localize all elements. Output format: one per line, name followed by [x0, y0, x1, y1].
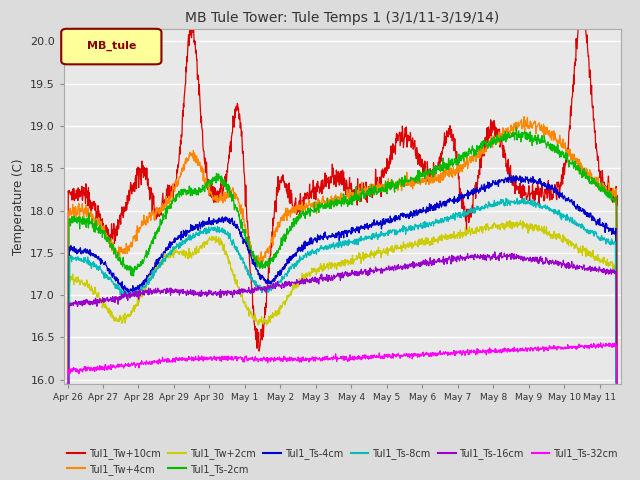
Tul1_Tw+2cm — [516, 217, 524, 223]
Tul1_Ts-16cm — [491, 249, 499, 255]
Tul1_Tw+4cm — [318, 197, 326, 203]
Tul1_Ts-32cm — [297, 355, 305, 361]
Tul1_Ts-32cm — [64, 381, 72, 387]
Tul1_Tw+10cm — [613, 381, 621, 387]
Line: Tul1_Ts-2cm: Tul1_Ts-2cm — [68, 127, 617, 384]
Tul1_Tw+2cm — [106, 310, 114, 316]
Tul1_Tw+10cm — [319, 180, 326, 186]
Tul1_Ts-4cm — [308, 241, 316, 247]
Tul1_Tw+10cm — [106, 236, 114, 242]
Tul1_Tw+2cm — [376, 249, 384, 255]
Tul1_Ts-2cm — [308, 208, 316, 214]
Line: Tul1_Ts-4cm: Tul1_Ts-4cm — [68, 174, 617, 384]
Tul1_Tw+10cm — [298, 204, 305, 209]
Tul1_Tw+2cm — [64, 381, 72, 387]
Tul1_Ts-2cm — [376, 189, 384, 194]
Text: MB_tule: MB_tule — [86, 41, 136, 51]
Tul1_Ts-32cm — [318, 358, 326, 364]
Title: MB Tule Tower: Tule Temps 1 (3/1/11-3/19/14): MB Tule Tower: Tule Temps 1 (3/1/11-3/19… — [185, 11, 500, 25]
Tul1_Ts-4cm — [297, 245, 305, 251]
Tul1_Ts-16cm — [308, 277, 316, 283]
Tul1_Tw+4cm — [376, 183, 384, 189]
Tul1_Ts-2cm — [318, 201, 326, 206]
FancyBboxPatch shape — [61, 29, 161, 64]
Tul1_Ts-4cm — [129, 288, 136, 294]
Tul1_Tw+4cm — [64, 381, 72, 387]
Tul1_Ts-16cm — [297, 278, 305, 284]
Line: Tul1_Tw+10cm: Tul1_Tw+10cm — [68, 29, 617, 384]
Tul1_Ts-4cm — [64, 381, 72, 387]
Tul1_Ts-8cm — [64, 381, 72, 387]
Tul1_Ts-2cm — [297, 215, 305, 220]
Tul1_Ts-16cm — [376, 266, 384, 272]
Tul1_Ts-8cm — [308, 247, 316, 252]
Tul1_Tw+10cm — [377, 181, 385, 187]
Tul1_Ts-2cm — [513, 124, 520, 130]
Tul1_Ts-32cm — [129, 362, 136, 368]
Tul1_Tw+4cm — [520, 114, 528, 120]
Tul1_Ts-32cm — [613, 381, 621, 387]
Tul1_Tw+4cm — [297, 203, 305, 208]
Tul1_Ts-2cm — [64, 381, 72, 387]
Tul1_Ts-16cm — [318, 276, 326, 282]
Tul1_Tw+2cm — [613, 381, 621, 387]
Tul1_Ts-8cm — [613, 381, 621, 387]
Tul1_Tw+10cm — [186, 26, 193, 32]
Line: Tul1_Ts-16cm: Tul1_Ts-16cm — [68, 252, 617, 384]
Tul1_Tw+10cm — [308, 186, 316, 192]
Tul1_Tw+2cm — [129, 309, 136, 315]
Tul1_Ts-4cm — [506, 171, 513, 177]
Tul1_Ts-16cm — [106, 297, 114, 303]
Line: Tul1_Ts-32cm: Tul1_Ts-32cm — [68, 343, 617, 384]
Tul1_Tw+2cm — [297, 278, 305, 284]
Tul1_Ts-16cm — [613, 381, 621, 387]
Tul1_Ts-16cm — [129, 292, 136, 298]
Tul1_Tw+4cm — [129, 239, 136, 245]
Tul1_Ts-8cm — [318, 245, 326, 251]
Tul1_Ts-4cm — [318, 235, 326, 240]
Tul1_Ts-32cm — [106, 366, 114, 372]
Tul1_Ts-8cm — [297, 257, 305, 263]
Tul1_Tw+4cm — [106, 245, 114, 251]
Tul1_Ts-4cm — [376, 219, 384, 225]
Tul1_Ts-32cm — [376, 356, 384, 361]
Tul1_Tw+2cm — [318, 265, 326, 271]
Legend: Tul1_Tw+10cm, Tul1_Tw+4cm, Tul1_Tw+2cm, Tul1_Ts-2cm, Tul1_Ts-4cm, Tul1_Ts-8cm, T: Tul1_Tw+10cm, Tul1_Tw+4cm, Tul1_Tw+2cm, … — [63, 444, 621, 479]
Tul1_Ts-8cm — [376, 233, 384, 239]
Tul1_Ts-4cm — [613, 381, 621, 387]
Tul1_Tw+2cm — [308, 269, 316, 275]
Tul1_Ts-8cm — [106, 276, 114, 282]
Tul1_Ts-8cm — [129, 290, 136, 296]
Tul1_Ts-8cm — [520, 195, 528, 201]
Tul1_Ts-32cm — [308, 354, 316, 360]
Tul1_Ts-32cm — [597, 340, 605, 346]
Line: Tul1_Tw+4cm: Tul1_Tw+4cm — [68, 117, 617, 384]
Tul1_Tw+10cm — [64, 381, 72, 387]
Y-axis label: Temperature (C): Temperature (C) — [12, 158, 25, 255]
Line: Tul1_Ts-8cm: Tul1_Ts-8cm — [68, 198, 617, 384]
Tul1_Tw+4cm — [308, 204, 316, 209]
Line: Tul1_Tw+2cm: Tul1_Tw+2cm — [68, 220, 617, 384]
Tul1_Tw+4cm — [613, 381, 621, 387]
Tul1_Ts-4cm — [106, 269, 114, 275]
Tul1_Ts-2cm — [613, 381, 621, 387]
Tul1_Ts-16cm — [64, 381, 72, 387]
Tul1_Ts-2cm — [106, 244, 114, 250]
Tul1_Tw+10cm — [129, 186, 136, 192]
Tul1_Ts-2cm — [129, 268, 136, 274]
